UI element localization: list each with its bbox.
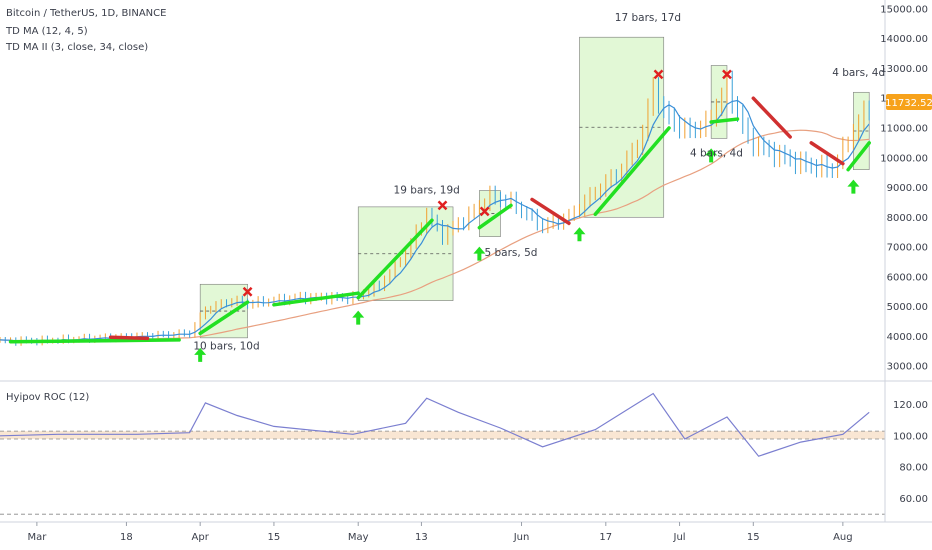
roc-legend[interactable]: Hyipov ROC (12) <box>6 392 89 403</box>
time-tick-label: Mar <box>27 532 47 543</box>
td-ma-up-segment-6 <box>593 126 671 217</box>
price-badge-bg <box>886 94 932 110</box>
buy-arrow-icon <box>573 227 586 242</box>
td-ma-up-segment-5 <box>477 203 513 230</box>
price-tick-label: 5000.00 <box>887 302 928 313</box>
buy-arrow-icon <box>705 148 718 163</box>
td-ma-down-segment-4 <box>809 141 845 166</box>
axes <box>0 0 932 523</box>
price-tick-label: 14000.00 <box>880 34 928 45</box>
price-pane[interactable]: 10 bars, 10d 19 bars, 19d 5 bars, 5d 17 bar… <box>0 12 885 362</box>
bars-annotation: 19 bars, 19d <box>394 184 460 196</box>
td-ma-up-segment-3 <box>272 291 360 307</box>
roc-pane[interactable] <box>0 392 885 515</box>
time-tick-label: May <box>348 532 369 543</box>
sell-x-icon <box>242 286 253 297</box>
bars-annotation: 5 bars, 5d <box>485 247 538 259</box>
price-tick-label: 11000.00 <box>880 123 928 134</box>
time-tick-label: 17 <box>599 532 612 543</box>
td-ma-up-segment-1 <box>8 338 181 344</box>
price-tick-label: 13000.00 <box>880 64 928 75</box>
roc-tick-label: 120.00 <box>893 400 928 411</box>
td-ma-legend[interactable]: TD MA (12, 4, 5) <box>5 26 88 37</box>
bars-annotation: 10 bars, 10d <box>193 341 259 353</box>
time-tick-label: Aug <box>833 532 853 543</box>
price-ma-line <box>0 99 870 342</box>
td-ma-down-segment-1 <box>108 335 150 341</box>
buy-arrow-icon <box>352 310 365 325</box>
price-tick-label: 6000.00 <box>887 272 928 283</box>
sell-x-icon <box>653 69 664 80</box>
time-tick-label: 13 <box>415 532 428 543</box>
buy-arrow-icon <box>847 179 860 194</box>
time-tick-label: Jul <box>673 532 686 543</box>
price-tick-label: 4000.00 <box>887 332 928 343</box>
roc-tick-label: 100.00 <box>893 431 928 442</box>
bars-annotation: 17 bars, 17d <box>615 12 681 24</box>
roc-tick-label: 60.00 <box>899 494 928 505</box>
bars-annotation: 4 bars, 4d <box>832 67 885 79</box>
price-badge: 11732.52 <box>885 98 932 109</box>
time-tick-label: Apr <box>192 532 210 543</box>
time-tick-label: 15 <box>747 532 760 543</box>
roc-tick-label: 80.00 <box>899 463 928 474</box>
price-tick-label: 10000.00 <box>880 153 928 164</box>
bars-annotation: 4 bars, 4d <box>690 147 743 159</box>
td-ma-down-segment-3 <box>751 96 792 139</box>
price-tick-label: 8000.00 <box>887 213 928 224</box>
td-ma-up-segment-4 <box>356 218 434 300</box>
td-ma-up-segment-7 <box>709 117 740 124</box>
buy-arrow-icon <box>194 347 207 362</box>
price-tick-label: 3000.00 <box>887 362 928 373</box>
time-tick-label: Jun <box>513 532 530 543</box>
td-ma-up-segment-2 <box>198 300 250 336</box>
price-tick-label: 9000.00 <box>887 183 928 194</box>
sell-x-icon <box>479 206 490 217</box>
roc-line <box>0 392 870 457</box>
td-ma-down-segment-2 <box>530 197 571 225</box>
price-tick-label: 7000.00 <box>887 243 928 254</box>
price-tick-label: 15000.00 <box>880 4 928 15</box>
sell-x-icon <box>437 200 448 211</box>
time-tick-label: 18 <box>120 532 133 543</box>
td-ma-up-segment-8 <box>846 141 871 172</box>
sell-x-icon <box>722 69 732 80</box>
td-ma-ii-legend[interactable]: TD MA II (3, close, 34, close) <box>5 42 148 53</box>
time-tick-label: 15 <box>268 532 281 543</box>
symbol-title[interactable]: Bitcoin / TetherUS, 1D, BINANCE <box>6 8 166 19</box>
buy-arrow-icon <box>473 246 486 261</box>
roc-band <box>0 431 885 439</box>
